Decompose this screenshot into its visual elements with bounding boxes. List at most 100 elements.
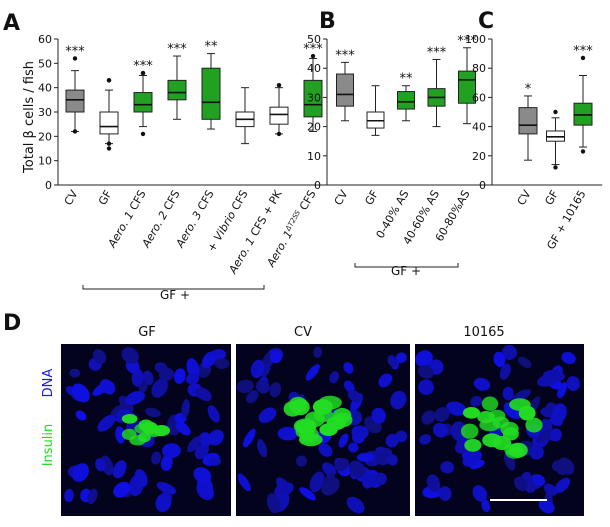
- nucleus: [364, 474, 377, 486]
- nucleus: [440, 461, 455, 474]
- nucleus: [160, 454, 173, 472]
- nucleus: [255, 379, 270, 394]
- insulin-cell: [464, 438, 482, 452]
- nucleus: [313, 346, 323, 358]
- nucleus: [493, 351, 506, 368]
- y-tick-label: 60: [472, 91, 486, 104]
- insulin-cell: [299, 433, 323, 447]
- y-tick-label: 50: [307, 33, 321, 46]
- insulin-cell: [518, 405, 536, 421]
- nucleus: [245, 390, 259, 404]
- significance-marker: **: [205, 40, 219, 55]
- outlier-point: [553, 165, 558, 170]
- nucleus: [256, 439, 268, 458]
- outlier-point: [276, 83, 282, 88]
- nucleus: [395, 352, 407, 364]
- microscopy-panel: GF CV 10165 DNA Insulin: [41, 325, 584, 516]
- nucleus: [378, 373, 393, 388]
- nucleus: [138, 382, 148, 393]
- significance-marker: ***: [133, 59, 153, 74]
- nucleus: [356, 452, 375, 463]
- nucleus: [334, 458, 349, 472]
- nucleus: [450, 421, 466, 441]
- nucleus: [118, 395, 134, 413]
- box: [336, 73, 354, 107]
- nucleus: [75, 410, 87, 421]
- nucleus: [201, 351, 215, 369]
- nucleus: [343, 380, 355, 393]
- nucleus: [266, 493, 280, 514]
- nucleus: [115, 426, 126, 444]
- nucleus: [112, 460, 127, 479]
- y-tick-label: 20: [307, 121, 321, 134]
- nucleus: [207, 405, 220, 423]
- nucleus: [321, 477, 340, 496]
- nucleus: [566, 376, 580, 392]
- nucleus: [269, 351, 282, 364]
- nucleus: [258, 407, 277, 423]
- nucleus: [92, 349, 107, 364]
- nucleus: [69, 368, 81, 378]
- nucleus: [100, 455, 114, 476]
- nucleus: [236, 379, 254, 393]
- nucleus: [472, 485, 488, 502]
- y-tick-label: 60: [38, 33, 52, 46]
- nucleus: [277, 426, 298, 441]
- insulin-cell: [121, 414, 138, 424]
- significance-marker: ***: [65, 44, 85, 59]
- y-tick-label: 10: [307, 150, 321, 163]
- significance-marker: **: [400, 72, 414, 87]
- nucleus: [418, 379, 434, 396]
- y-tick-label: 20: [472, 150, 486, 163]
- nucleus: [499, 363, 511, 380]
- box: [397, 91, 415, 110]
- image-title-gf: GF: [138, 325, 156, 340]
- nucleus: [481, 499, 491, 513]
- nucleus: [415, 350, 433, 367]
- nucleus: [501, 344, 518, 361]
- nucleus: [95, 458, 106, 472]
- nucleus: [154, 362, 168, 373]
- nucleus: [438, 486, 452, 501]
- nucleus: [155, 493, 172, 513]
- group-bracket: [354, 263, 459, 268]
- box: [269, 106, 289, 125]
- significance-marker: ***: [457, 34, 477, 49]
- nucleus: [131, 368, 144, 387]
- nucleus: [64, 488, 74, 503]
- nucleus: [71, 383, 90, 403]
- nucleus: [305, 364, 320, 381]
- nucleus: [250, 359, 265, 379]
- nucleus: [185, 373, 200, 385]
- nucleus: [214, 358, 230, 370]
- y-tick-label: 40: [307, 62, 321, 75]
- nucleus: [549, 428, 562, 442]
- x-tick-label: GF: [96, 188, 115, 207]
- nucleus: [543, 483, 558, 496]
- nucleus: [385, 433, 399, 448]
- nucleus: [156, 481, 177, 495]
- nucleus: [162, 443, 181, 459]
- nucleus: [538, 499, 555, 514]
- nucleus: [351, 425, 369, 440]
- y-tick-label: 30: [38, 106, 52, 119]
- insulin-cell: [121, 428, 137, 440]
- nucleus: [426, 474, 441, 493]
- x-tick-label: GF: [362, 188, 381, 207]
- x-tick-label: GF: [542, 188, 561, 207]
- nucleus: [269, 382, 282, 398]
- nucleus: [198, 432, 213, 447]
- nucleus: [536, 428, 554, 443]
- nucleus: [113, 481, 131, 498]
- nucleus: [417, 365, 434, 379]
- y-tick-label: 10: [38, 155, 52, 168]
- nucleus: [348, 460, 366, 478]
- outlier-point: [106, 78, 112, 83]
- nucleus: [173, 368, 186, 384]
- nucleus: [145, 407, 161, 418]
- nucleus: [551, 403, 567, 423]
- insulin-cell: [460, 423, 479, 439]
- box: [303, 79, 323, 118]
